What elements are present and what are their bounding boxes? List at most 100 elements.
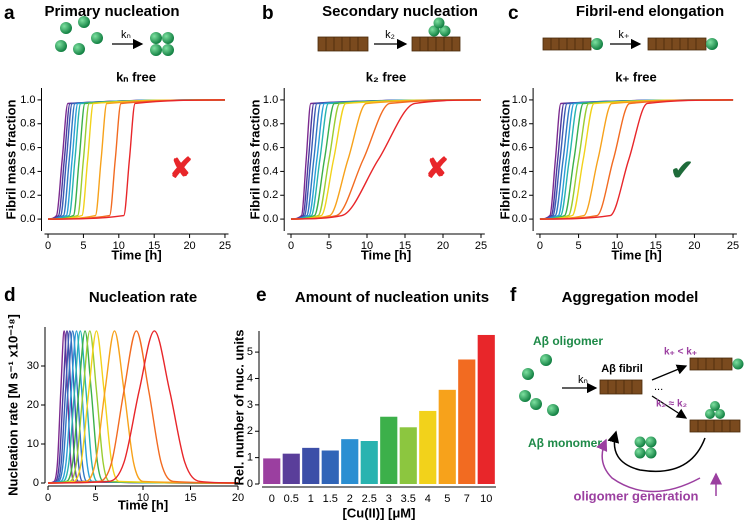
x-tick-label: 7 bbox=[464, 493, 470, 505]
aggregation-diagram: f Aggregation model Aβ oligomer Aβ monom… bbox=[510, 285, 744, 503]
x-tick-label: 0 bbox=[269, 493, 275, 505]
x-tick-label: 15 bbox=[148, 240, 160, 252]
y-tick-label: 0.0 bbox=[263, 213, 278, 225]
y-tick-label: 1.0 bbox=[512, 94, 527, 106]
y-tick-label: 0.0 bbox=[20, 213, 35, 225]
y-tick-label: 1 bbox=[247, 452, 253, 464]
panel-letter: e bbox=[256, 285, 267, 306]
fit-line bbox=[47, 330, 239, 484]
elongation-label: k₊ < k₊ bbox=[664, 347, 697, 358]
y-tick-label: 0.8 bbox=[20, 118, 35, 130]
y-axis-label: Nucleation rate [M s⁻¹ x10⁻¹⁸] bbox=[5, 314, 20, 496]
y-tick-label: 1.0 bbox=[263, 94, 278, 106]
bar bbox=[380, 416, 398, 484]
fit-line bbox=[290, 99, 482, 220]
fit-line bbox=[539, 99, 734, 220]
x-tick-label: 0 bbox=[288, 240, 294, 252]
scheme-label: kₙ bbox=[121, 29, 131, 41]
x-tick-label: 0.5 bbox=[284, 493, 299, 505]
fit-verdict: ✘ bbox=[169, 152, 192, 183]
scheme-elongation bbox=[542, 37, 718, 51]
scheme-secondary bbox=[317, 17, 461, 52]
panel-letter: c bbox=[508, 3, 519, 24]
bar bbox=[321, 450, 339, 484]
y-tick-label: 0.4 bbox=[20, 165, 35, 177]
fit-verdict: ✔ bbox=[670, 154, 693, 185]
panel-letter: b bbox=[262, 3, 274, 24]
panel-subtitle: kₙ free bbox=[116, 69, 156, 84]
x-tick-label: 4 bbox=[425, 493, 431, 505]
bar bbox=[360, 441, 378, 484]
panel: c Fibril-end elongation k₊ free Fibril mass… bbox=[497, 3, 739, 262]
y-tick-label: 5 bbox=[247, 346, 253, 358]
x-tick-label: 1 bbox=[308, 493, 314, 505]
x-axis-label: Time [h] bbox=[111, 247, 161, 262]
x-tick-label: 25 bbox=[727, 240, 739, 252]
panel-title: Amount of nucleation units bbox=[295, 289, 489, 306]
panel-title: Secondary nucleation bbox=[322, 3, 478, 20]
fit-line bbox=[48, 99, 225, 220]
monomer-label: Aβ monomer bbox=[528, 436, 602, 450]
panel-subtitle: k₂ free bbox=[366, 69, 406, 84]
y-tick-label: 0.4 bbox=[263, 165, 278, 177]
panel-letter: d bbox=[4, 285, 16, 306]
oligomer-label: Aβ oligomer bbox=[533, 334, 603, 348]
x-tick-label: 5 bbox=[80, 240, 86, 252]
secondary-label: k₂ ≈ k₂ bbox=[656, 399, 687, 410]
x-tick-label: 20 bbox=[437, 240, 449, 252]
panel-letter: f bbox=[510, 285, 517, 306]
x-axis-label: Time [h] bbox=[118, 497, 168, 512]
y-tick-label: 2 bbox=[247, 425, 253, 437]
scheme-primary bbox=[55, 16, 174, 56]
y-tick-label: 0.4 bbox=[512, 165, 527, 177]
bar bbox=[419, 410, 437, 484]
y-tick-label: 0.6 bbox=[20, 141, 35, 153]
y-tick-label: 0.6 bbox=[512, 141, 527, 153]
x-tick-label: 25 bbox=[219, 240, 231, 252]
x-tick-label: 20 bbox=[232, 492, 244, 504]
y-tick-label: 0.2 bbox=[20, 189, 35, 201]
x-tick-label: 10 bbox=[480, 493, 492, 505]
fit-line bbox=[47, 330, 239, 484]
bar bbox=[263, 458, 281, 484]
panel: b Secondary nucleation k₂ free Fibril mass … bbox=[247, 3, 487, 262]
panel-title: Fibril-end elongation bbox=[576, 3, 724, 20]
x-tick-label: 0 bbox=[45, 492, 51, 504]
x-tick-label: 5 bbox=[326, 240, 332, 252]
bar bbox=[458, 359, 476, 484]
panel-letter: a bbox=[4, 3, 15, 24]
panel-title: Primary nucleation bbox=[44, 3, 179, 20]
bar bbox=[282, 453, 300, 484]
y-tick-label: 30 bbox=[27, 360, 39, 372]
x-tick-label: 5 bbox=[444, 493, 450, 505]
scheme-label: k₊ bbox=[618, 29, 630, 41]
fit-line bbox=[48, 99, 225, 220]
bar bbox=[438, 389, 456, 484]
x-tick-label: 2.5 bbox=[362, 493, 377, 505]
x-tick-label: 10 bbox=[113, 240, 125, 252]
x-tick-label: 25 bbox=[475, 240, 487, 252]
x-tick-label: 0 bbox=[45, 240, 51, 252]
rate-label: kₙ bbox=[578, 374, 588, 386]
bar bbox=[341, 439, 359, 484]
x-tick-label: 10 bbox=[611, 240, 623, 252]
y-axis-label: Rel. number of nuc. units bbox=[231, 329, 246, 485]
panel-subtitle: k₊ free bbox=[615, 69, 657, 84]
y-tick-label: 4 bbox=[247, 372, 253, 384]
x-tick-label: 3 bbox=[386, 493, 392, 505]
x-tick-label: 20 bbox=[688, 240, 700, 252]
y-tick-label: 0 bbox=[247, 478, 253, 490]
x-tick-label: 0 bbox=[537, 240, 543, 252]
fit-line bbox=[47, 330, 239, 484]
dots: ... bbox=[654, 381, 663, 393]
panel-title: Aggregation model bbox=[562, 289, 699, 306]
y-tick-label: 0.8 bbox=[263, 118, 278, 130]
x-tick-label: 5 bbox=[92, 492, 98, 504]
x-axis-label: [Cu(II)] [μM] bbox=[343, 505, 416, 520]
generation-label: oligomer generation bbox=[574, 488, 699, 503]
x-tick-label: 5 bbox=[576, 240, 582, 252]
bar bbox=[477, 334, 495, 484]
fit-verdict: ✘ bbox=[425, 152, 448, 183]
panel-title: Nucleation rate bbox=[89, 289, 197, 306]
fit-line bbox=[290, 99, 482, 220]
